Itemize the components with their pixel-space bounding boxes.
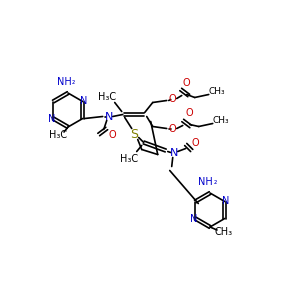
Text: O: O xyxy=(169,94,176,104)
Text: O: O xyxy=(169,124,176,134)
Text: N: N xyxy=(80,95,87,106)
Text: N: N xyxy=(169,148,178,158)
Text: ₂: ₂ xyxy=(213,178,217,187)
Text: N: N xyxy=(222,196,230,206)
Text: NH: NH xyxy=(198,177,212,187)
Text: H₃C: H₃C xyxy=(120,154,138,164)
Text: N: N xyxy=(48,113,55,124)
Text: O: O xyxy=(183,79,190,88)
Text: CH₃: CH₃ xyxy=(212,116,229,125)
Text: O: O xyxy=(186,109,194,118)
Text: H₃C: H₃C xyxy=(49,130,67,140)
Text: O: O xyxy=(192,137,200,148)
Text: S: S xyxy=(130,128,138,141)
Text: N: N xyxy=(190,214,197,224)
Text: CH₃: CH₃ xyxy=(215,227,233,237)
Text: N: N xyxy=(104,112,113,122)
Text: CH₃: CH₃ xyxy=(208,87,225,96)
Text: O: O xyxy=(109,130,116,140)
Text: NH: NH xyxy=(57,77,71,87)
Text: ₂: ₂ xyxy=(71,77,75,86)
Text: H₃C: H₃C xyxy=(98,92,116,101)
